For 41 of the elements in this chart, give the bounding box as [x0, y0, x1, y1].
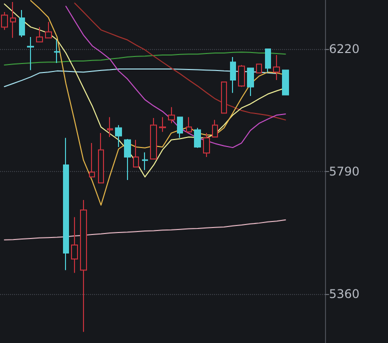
- candlestick: [273, 54, 280, 81]
- candlestick: [221, 82, 227, 114]
- candlestick: [54, 39, 60, 64]
- candlestick: [142, 152, 148, 171]
- candlestick: [107, 116, 113, 138]
- candlestick: [98, 132, 104, 184]
- candlestick: [194, 127, 201, 148]
- candlestick: [186, 116, 192, 134]
- candlestick: [230, 56, 236, 94]
- line-series: [4, 52, 286, 66]
- candlestick: [159, 116, 166, 132]
- line-series: [4, 219, 286, 240]
- candlestick: [238, 64, 245, 88]
- candlestick: [203, 132, 210, 158]
- candlestick: [115, 124, 122, 148]
- candlestick: [10, 1, 16, 38]
- candlestick: [124, 138, 131, 181]
- candlestick: [265, 48, 271, 73]
- line-series: [74, 2, 286, 120]
- line-series: [4, 68, 278, 88]
- line-series: [65, 6, 286, 148]
- y-tick-label: 6220: [329, 42, 360, 56]
- candlestick: [168, 106, 175, 124]
- candlestick: [177, 116, 183, 138]
- candlestick: [19, 9, 25, 38]
- candlestick: [212, 119, 218, 138]
- candlestick: [80, 199, 87, 332]
- candlestick: [45, 21, 52, 38]
- candlestick: [63, 137, 69, 271]
- y-tick-label: 5790: [329, 164, 360, 178]
- y-tick-label: 5360: [329, 287, 360, 301]
- candlestick: [282, 70, 289, 96]
- candlestick: [89, 142, 95, 178]
- candlestick: [1, 11, 8, 30]
- candlestick: [36, 26, 43, 42]
- candlestick: [71, 216, 78, 274]
- candlestick: [256, 64, 262, 74]
- candlestick: [247, 68, 254, 97]
- candlestick: [27, 36, 34, 71]
- candlestick: [133, 139, 139, 168]
- candlestick: [150, 117, 157, 160]
